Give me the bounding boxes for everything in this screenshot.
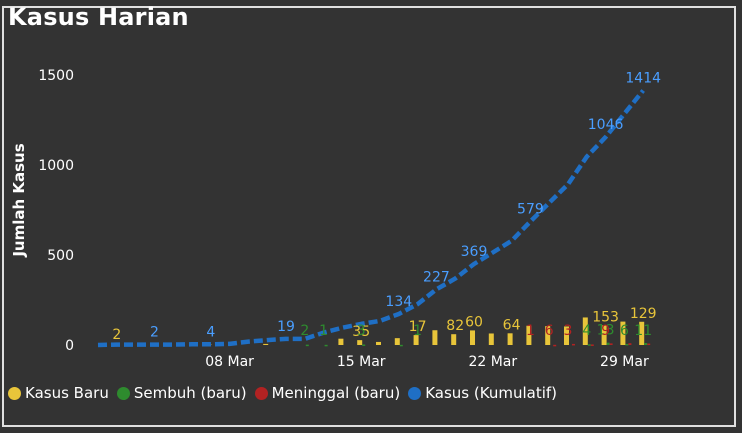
x-tick-label: 15 Mar — [337, 354, 386, 370]
data-label-kumulatif: 19 — [277, 319, 295, 335]
chart-panel — [2, 6, 736, 427]
data-label-kumulatif: 2 — [150, 325, 159, 341]
legend-swatch-meninggal — [254, 386, 268, 400]
bar-meninggal — [553, 344, 557, 347]
chart-title: Kasus Harian — [8, 3, 189, 31]
legend-label-kumulatif: Kasus (Kumulatif) — [425, 384, 557, 402]
y-tick-label: 0 — [65, 338, 74, 354]
legend-label-kasus-baru: Kasus Baru — [25, 384, 109, 402]
legend-item-kumulatif[interactable]: Kasus (Kumulatif) — [408, 384, 557, 402]
data-label-kasus-baru: 35 — [352, 324, 370, 340]
data-label-sembuh: 6 — [620, 323, 629, 339]
x-tick-label: 22 Mar — [468, 354, 517, 370]
data-label-kumulatif: 369 — [461, 244, 488, 260]
bar-kasus-baru — [601, 325, 607, 345]
data-label-sembuh: 1 — [319, 323, 328, 339]
data-label-kumulatif: 4 — [206, 324, 215, 340]
bar-kasus-baru — [507, 333, 513, 345]
data-label-kumulatif: 1046 — [588, 117, 624, 133]
bar-kasus-baru — [639, 321, 645, 345]
data-label-kasus-baru: 129 — [630, 306, 657, 322]
bar-kasus-baru — [413, 335, 419, 345]
bar-kasus-baru — [263, 343, 269, 345]
y-axis-title: Jumlah Kasus — [10, 143, 28, 257]
bar-kasus-baru — [376, 341, 381, 345]
y-tick-label: 500 — [47, 248, 74, 264]
bar-kasus-baru — [488, 333, 494, 345]
bar-kasus-baru — [526, 325, 532, 345]
bar-sembuh — [606, 342, 610, 345]
bar-kasus-baru — [620, 321, 626, 345]
line-kasus-kumulatif — [97, 89, 645, 348]
data-label-meninggal: 6 — [545, 323, 554, 339]
bar-sembuh — [625, 343, 629, 346]
bar-kasus-baru — [394, 338, 400, 345]
bar-kasus-baru — [357, 340, 363, 345]
data-label-sembuh: 1 — [413, 323, 422, 339]
legend-item-sembuh[interactable]: Sembuh (baru) — [116, 384, 247, 402]
bar-sembuh — [362, 344, 366, 346]
data-label-sembuh: 13 — [597, 323, 615, 339]
bar-meninggal — [590, 344, 594, 346]
bar-sembuh — [399, 344, 403, 347]
bar-meninggal — [647, 343, 651, 346]
bar-kasus-baru — [564, 326, 569, 345]
bar-meninggal — [609, 343, 613, 345]
data-label-kumulatif: 579 — [517, 202, 544, 218]
data-label-kasus-baru: 2 — [112, 327, 121, 343]
data-label-meninggal: 9 — [601, 323, 610, 339]
y-tick-label: 1500 — [38, 68, 74, 84]
legend-item-meninggal[interactable]: Meninggal (baru) — [254, 384, 401, 402]
bar-kasus-baru — [432, 330, 438, 345]
data-label-kumulatif: 134 — [385, 294, 412, 310]
bar-sembuh — [305, 344, 309, 347]
bar-meninggal — [572, 343, 575, 346]
legend-swatch-kasus-baru — [8, 386, 21, 400]
legend-label-sembuh: Sembuh (baru) — [133, 384, 247, 402]
bar-sembuh — [644, 343, 648, 345]
legend-swatch-sembuh — [116, 386, 130, 400]
legend-label-meninggal: Meninggal (baru) — [271, 384, 401, 402]
data-label-sembuh: 3 — [357, 323, 366, 339]
data-label-kasus-baru: 82 — [446, 318, 464, 334]
bar-sembuh — [587, 344, 591, 346]
legend: Kasus Baru Sembuh (baru) Meninggal (baru… — [8, 384, 557, 402]
data-label-kasus-baru: 153 — [592, 309, 619, 325]
bar-kasus-baru — [545, 326, 551, 345]
bar-kasus-baru — [451, 334, 457, 345]
data-label-kasus-baru: 60 — [465, 314, 483, 330]
data-label-meninggal: 3 — [564, 323, 573, 339]
bar-meninggal — [628, 343, 632, 345]
x-tick-label: 08 Mar — [205, 354, 254, 370]
bar-kasus-baru — [582, 317, 588, 345]
legend-item-kasus-baru[interactable]: Kasus Baru — [8, 384, 109, 402]
legend-swatch-kumulatif — [408, 386, 422, 400]
bar-kasus-baru — [470, 330, 475, 345]
bar-sembuh — [324, 344, 328, 347]
bar-kasus-baru — [338, 338, 344, 345]
data-label-meninggal: 1 — [526, 323, 535, 339]
data-label-sembuh: 11 — [634, 323, 652, 339]
data-label-kumulatif: 227 — [423, 269, 450, 285]
x-tick-label: 29 Mar — [600, 354, 649, 370]
data-label-kasus-baru: 64 — [503, 317, 521, 333]
data-label-kumulatif: 1414 — [625, 70, 661, 86]
data-label-sembuh: 2 — [300, 323, 309, 339]
data-label-kasus-baru: 17 — [409, 319, 427, 335]
y-tick-label: 1000 — [38, 158, 74, 174]
data-label-sembuh: 4 — [582, 323, 591, 339]
